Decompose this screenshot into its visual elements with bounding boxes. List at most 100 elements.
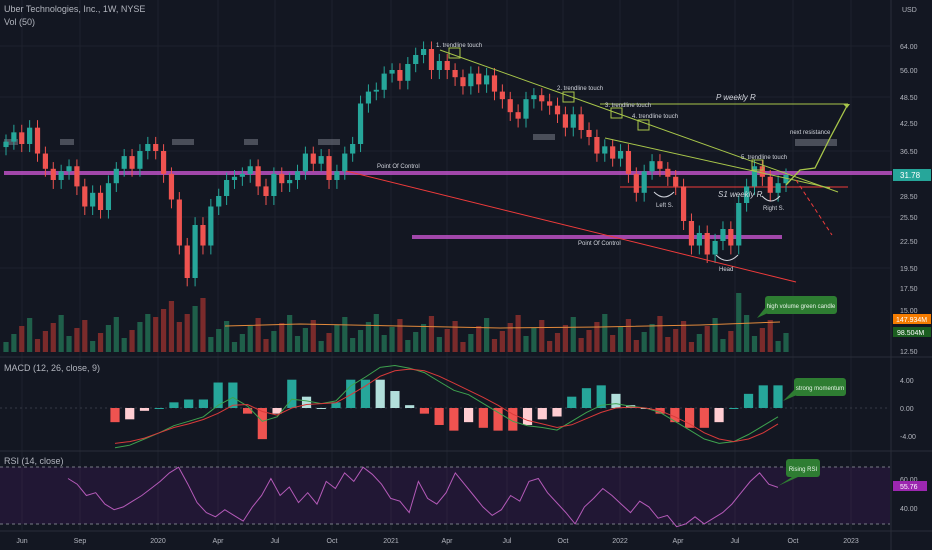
candle-body xyxy=(326,156,332,180)
candle-body xyxy=(357,103,364,144)
volume-bar xyxy=(176,322,182,352)
volume-bar xyxy=(350,338,356,352)
macd-histogram-bar xyxy=(169,402,179,408)
annotation-s1-weekly: S1 weekly R xyxy=(718,190,763,199)
time-tick-label: Apr xyxy=(673,538,685,545)
time-axis[interactable]: Jun Sep 2020 Apr Jul Oct 2021 Apr Jul Oct 2022 Apr J… xyxy=(16,538,859,545)
time-tick-label: Oct xyxy=(327,538,338,545)
macd-histogram-bar xyxy=(198,399,208,408)
macd-histogram-bar xyxy=(552,408,562,417)
lower-support-line[interactable] xyxy=(345,170,797,283)
volume-bar xyxy=(153,317,159,352)
time-tick-label: Oct xyxy=(788,538,799,545)
candle-body xyxy=(744,186,750,203)
volume-bar xyxy=(420,324,427,352)
volume-bar xyxy=(389,327,395,352)
candle-body xyxy=(200,225,206,246)
candlesticks[interactable] xyxy=(3,41,789,287)
touch-box-2 xyxy=(562,91,575,103)
volume-bar xyxy=(484,318,490,352)
macd-indicator-label[interactable]: MACD (12, 26, close, 9) xyxy=(4,363,101,373)
volume-bar xyxy=(342,317,348,352)
candle-body xyxy=(11,132,17,142)
candle-body xyxy=(649,161,655,172)
time-tick-label: Apr xyxy=(213,538,225,545)
price-tick-label: 28.50 xyxy=(900,194,918,201)
volume-bar xyxy=(357,330,364,352)
volume-bar xyxy=(97,333,104,352)
candle-body xyxy=(610,146,616,159)
macd-tick-label: -4.00 xyxy=(900,434,916,441)
head-arc xyxy=(715,254,739,261)
volume-bar xyxy=(476,326,482,352)
rsi-indicator-label[interactable]: RSI (14, close) xyxy=(4,456,64,466)
macd-histogram-bar xyxy=(434,408,444,425)
volume-bar xyxy=(586,330,592,352)
currency-label: USD xyxy=(902,7,917,14)
descending-trendline[interactable] xyxy=(439,49,839,193)
volume-bar xyxy=(712,318,718,352)
volume-bar xyxy=(602,314,608,352)
rsi-value-badge xyxy=(893,481,927,491)
resistance-box xyxy=(4,139,18,145)
macd-histogram-bar xyxy=(139,408,150,411)
volume-bar xyxy=(436,337,442,352)
annotation-right-shoulder: Right S. xyxy=(763,206,785,212)
price-axis[interactable]: 64.00 56.00 48.50 42.50 36.50 31.78 28.50 25.50… xyxy=(893,44,931,356)
candle-body xyxy=(665,168,671,177)
volume-bar xyxy=(310,320,316,352)
volume-bar xyxy=(649,324,655,352)
candle-body xyxy=(160,151,167,174)
volume-bar xyxy=(397,319,403,352)
candle-body xyxy=(66,166,72,172)
macd-histogram-bar xyxy=(743,393,754,408)
candle-body xyxy=(350,144,356,154)
annotation-head: Head xyxy=(719,267,733,273)
volume-bar xyxy=(216,329,222,352)
macd-histogram-bar xyxy=(346,379,356,408)
time-tick-label: Oct xyxy=(558,538,569,545)
macd-histogram-bar xyxy=(110,408,120,423)
price-tick-label: 19.50 xyxy=(900,266,918,273)
resistance-box xyxy=(60,139,74,145)
candle-body xyxy=(184,245,190,278)
symbol-title[interactable]: Uber Technologies, Inc., 1W, NYSE xyxy=(4,4,146,14)
macd-histogram-bar xyxy=(243,408,253,414)
volume-bar xyxy=(184,314,190,352)
macd-histogram-bar xyxy=(464,408,474,423)
volume-bar xyxy=(405,340,411,352)
macd-histogram-bar xyxy=(213,382,223,408)
candle-body xyxy=(712,241,718,255)
price-tick-label: 36.50 xyxy=(900,149,918,156)
price-tick-label: 15.00 xyxy=(900,308,918,315)
volume-bar xyxy=(617,327,624,352)
volume-bar xyxy=(696,334,702,352)
volume-bar xyxy=(452,321,458,352)
volume-bar xyxy=(318,341,324,352)
volume-ma-label: 147.934M xyxy=(896,317,927,324)
macd-axis: 4.00 0.00 -4.00 xyxy=(900,378,916,441)
touch-box-5 xyxy=(751,159,764,171)
touch-box-3 xyxy=(610,107,623,119)
macd-histogram-bar xyxy=(493,408,503,431)
touch-box-4 xyxy=(637,119,650,131)
candle-body xyxy=(208,206,214,246)
volume-bar xyxy=(728,331,734,352)
volume-bar xyxy=(491,339,498,352)
candle-body xyxy=(491,75,498,92)
volume-bar xyxy=(27,318,33,352)
volume-indicator-label[interactable]: Vol (50) xyxy=(4,17,36,27)
volume-bar xyxy=(263,339,269,352)
volume-bar xyxy=(468,334,474,352)
resistance-box xyxy=(244,139,258,145)
candle-body xyxy=(680,186,687,221)
volume-bar xyxy=(767,320,773,352)
candle-body xyxy=(688,221,695,246)
macd-histogram-bar xyxy=(405,405,415,408)
macd-histogram xyxy=(110,379,783,440)
volume-bar xyxy=(74,328,80,352)
candle-body xyxy=(539,95,545,102)
candle-body xyxy=(121,156,127,169)
